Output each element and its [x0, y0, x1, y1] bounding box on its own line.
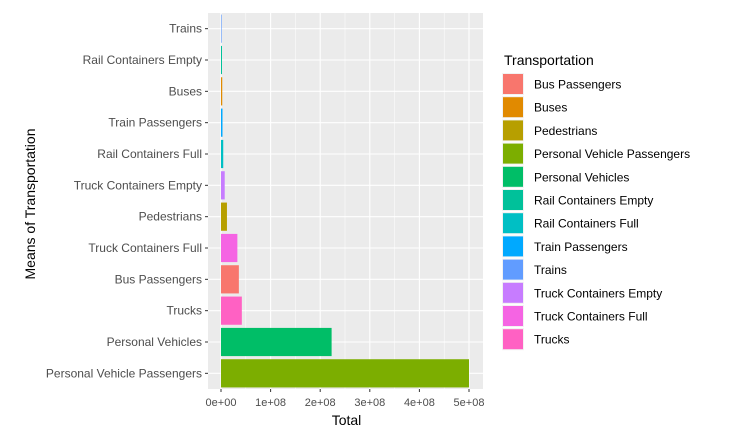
bar	[221, 359, 469, 388]
y-tick-label: Truck Containers Empty	[74, 178, 202, 192]
legend-swatch	[503, 97, 523, 118]
legend-swatch	[503, 190, 523, 210]
y-tick-label: Trucks	[166, 304, 202, 318]
y-tick-label: Pedestrians	[139, 210, 202, 224]
grid-lines	[208, 13, 483, 389]
bar	[221, 233, 238, 263]
x-tick-label: 3e+08	[354, 397, 385, 409]
plot-panel	[208, 13, 483, 389]
legend-swatch	[503, 329, 523, 350]
legend-label: Bus Passengers	[534, 78, 621, 92]
x-tick-label: 5e+08	[454, 397, 485, 409]
legend-label: Truck Containers Empty	[534, 286, 662, 300]
y-tick-label: Rail Containers Full	[97, 147, 202, 161]
bar	[221, 14, 222, 43]
y-tick-label: Bus Passengers	[115, 272, 202, 286]
bar	[221, 202, 227, 231]
legend-label: Train Passengers	[534, 240, 628, 254]
bar	[221, 108, 223, 137]
legend-swatch	[503, 213, 523, 234]
x-axis-ticks: 0e+00 1e+08 2e+08 3e+08 4e+08 5e+08	[206, 389, 485, 409]
y-tick-label: Train Passengers	[108, 116, 202, 130]
y-tick-label: Personal Vehicles	[107, 335, 202, 349]
y-tick-label: Rail Containers Empty	[83, 53, 202, 67]
legend-swatch	[503, 120, 523, 141]
legend-swatch	[503, 143, 523, 164]
bar	[221, 139, 224, 169]
legend: Transportation Bus Passengers Buses Pedest…	[502, 52, 690, 351]
legend-swatch	[503, 306, 523, 326]
legend-label: Trucks	[534, 333, 570, 347]
legend-label: Pedestrians	[534, 124, 597, 138]
bars	[221, 14, 469, 388]
bar	[221, 77, 223, 106]
legend-swatch	[503, 166, 523, 187]
y-tick-label: Trains	[169, 22, 202, 36]
x-axis-label: Total	[332, 412, 362, 428]
legend-swatch	[503, 74, 523, 94]
y-tick-label: Personal Vehicle Passengers	[46, 366, 202, 380]
x-tick-label: 1e+08	[255, 397, 286, 409]
legend-label: Trains	[534, 263, 567, 277]
bar	[221, 327, 332, 357]
bar	[221, 45, 222, 75]
legend-label: Truck Containers Full	[534, 310, 648, 324]
legend-label: Buses	[534, 101, 567, 115]
legend-swatch	[503, 236, 523, 257]
legend-label: Personal Vehicles	[534, 170, 629, 184]
legend-swatch	[503, 282, 523, 303]
legend-label: Rail Containers Full	[534, 217, 639, 231]
legend-swatch	[503, 259, 523, 280]
x-tick-label: 4e+08	[404, 397, 435, 409]
legend-title: Transportation	[504, 52, 594, 68]
y-axis-ticks: Personal Vehicle Passengers Personal Vehi…	[46, 22, 208, 380]
bar	[221, 265, 239, 294]
legend-label: Rail Containers Empty	[534, 194, 653, 208]
bar	[221, 171, 225, 200]
x-tick-label: 2e+08	[305, 397, 336, 409]
legend-label: Personal Vehicle Passengers	[534, 147, 690, 161]
y-tick-label: Truck Containers Full	[88, 241, 202, 255]
x-tick-label: 0e+00	[206, 397, 237, 409]
y-axis-label: Means of Transportation	[22, 129, 38, 280]
bar	[221, 296, 242, 325]
y-tick-label: Buses	[169, 84, 202, 98]
